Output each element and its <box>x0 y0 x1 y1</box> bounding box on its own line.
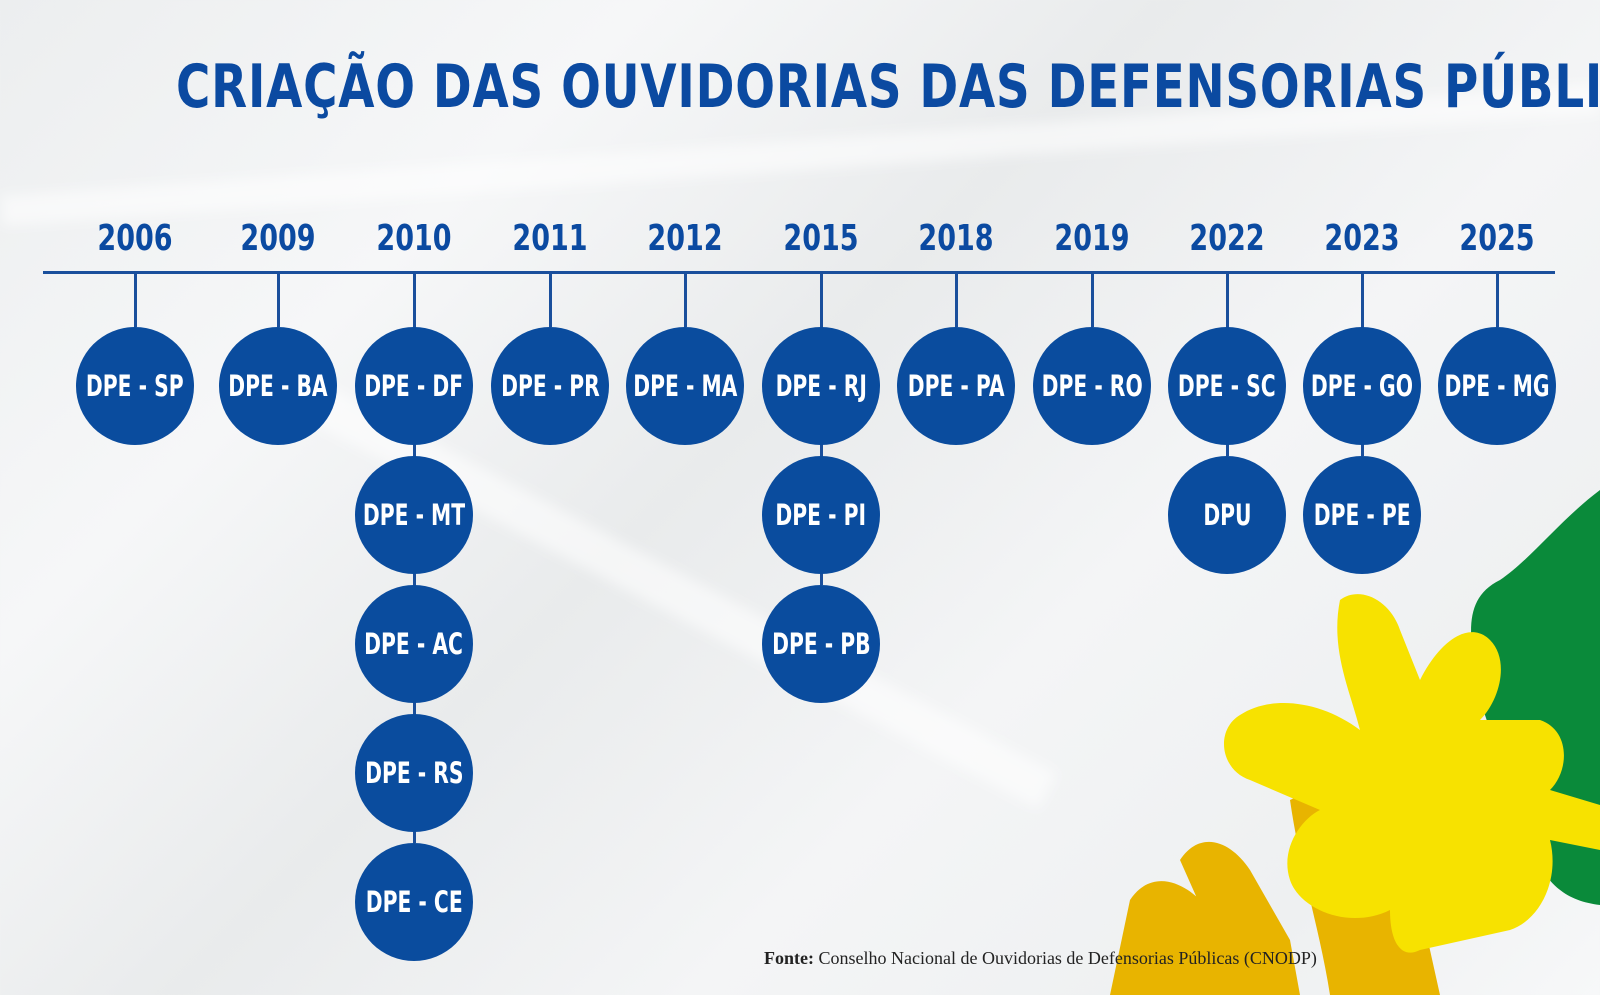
year-label: 2015 <box>783 218 859 259</box>
entity-node: DPE - CE <box>355 843 473 961</box>
connector-line <box>134 273 137 327</box>
year-label: 2023 <box>1324 218 1400 259</box>
entity-label: DPE - MA <box>632 369 738 403</box>
entity-label: DPE - RS <box>364 756 464 790</box>
entity-label: DPE - SC <box>1178 369 1276 403</box>
entity-node: DPE - MA <box>626 327 744 445</box>
entity-label: DPE - MT <box>362 498 466 532</box>
source-note: Fonte: Conselho Nacional de Ouvidorias d… <box>764 948 1317 969</box>
connector-line <box>1496 273 1499 327</box>
entity-node: DPE - PI <box>762 456 880 574</box>
entity-node: DPE - GO <box>1303 327 1421 445</box>
entity-node: DPE - RS <box>355 714 473 832</box>
year-label: 2018 <box>918 218 994 259</box>
entity-label: DPE - CE <box>365 885 463 919</box>
year-label: 2012 <box>647 218 723 259</box>
connector-line <box>1091 273 1094 327</box>
entity-label: DPU <box>1202 498 1252 532</box>
year-label: 2011 <box>512 218 588 259</box>
entity-label: DPE - RJ <box>775 369 867 403</box>
entity-node: DPE - BA <box>219 327 337 445</box>
entity-label: DPE - PB <box>771 627 871 661</box>
year-label: 2009 <box>240 218 316 259</box>
entity-node: DPU <box>1168 456 1286 574</box>
source-text: Conselho Nacional de Ouvidorias de Defen… <box>818 948 1317 968</box>
entity-node: DPE - MG <box>1438 327 1556 445</box>
year-label: 2010 <box>376 218 452 259</box>
entity-label: DPE - BA <box>228 369 328 403</box>
entity-node: DPE - PR <box>491 327 609 445</box>
source-label: Fonte: <box>764 948 814 968</box>
entity-node: DPE - AC <box>355 585 473 703</box>
entity-label: DPE - RO <box>1041 369 1143 403</box>
entity-node: DPE - SC <box>1168 327 1286 445</box>
entity-node: DPE - MT <box>355 456 473 574</box>
connector-line <box>549 273 552 327</box>
connector-line <box>684 273 687 327</box>
year-label: 2022 <box>1189 218 1265 259</box>
entity-label: DPE - PR <box>500 369 600 403</box>
entity-label: DPE - PE <box>1313 498 1411 532</box>
page-title: CRIAÇÃO DAS OUVIDORIAS DAS DEFENSORIAS P… <box>176 52 1600 122</box>
entity-node: DPE - PB <box>762 585 880 703</box>
entity-label: DPE - MG <box>1444 369 1550 403</box>
entity-node: DPE - DF <box>355 327 473 445</box>
entity-node: DPE - SP <box>76 327 194 445</box>
yellow-hand <box>1223 594 1600 953</box>
entity-label: DPE - SP <box>86 369 184 403</box>
connector-line <box>277 273 280 327</box>
year-label: 2025 <box>1459 218 1535 259</box>
year-label: 2006 <box>97 218 173 259</box>
entity-node: DPE - PE <box>1303 456 1421 574</box>
connector-line <box>955 273 958 327</box>
timeline-axis <box>43 271 1555 274</box>
entity-node: DPE - RO <box>1033 327 1151 445</box>
entity-label: DPE - PI <box>775 498 867 532</box>
entity-label: DPE - GO <box>1310 369 1414 403</box>
year-label: 2019 <box>1054 218 1130 259</box>
entity-label: DPE - AC <box>364 627 464 661</box>
entity-node: DPE - PA <box>897 327 1015 445</box>
entity-label: DPE - PA <box>907 369 1005 403</box>
entity-node: DPE - RJ <box>762 327 880 445</box>
entity-label: DPE - DF <box>364 369 464 403</box>
